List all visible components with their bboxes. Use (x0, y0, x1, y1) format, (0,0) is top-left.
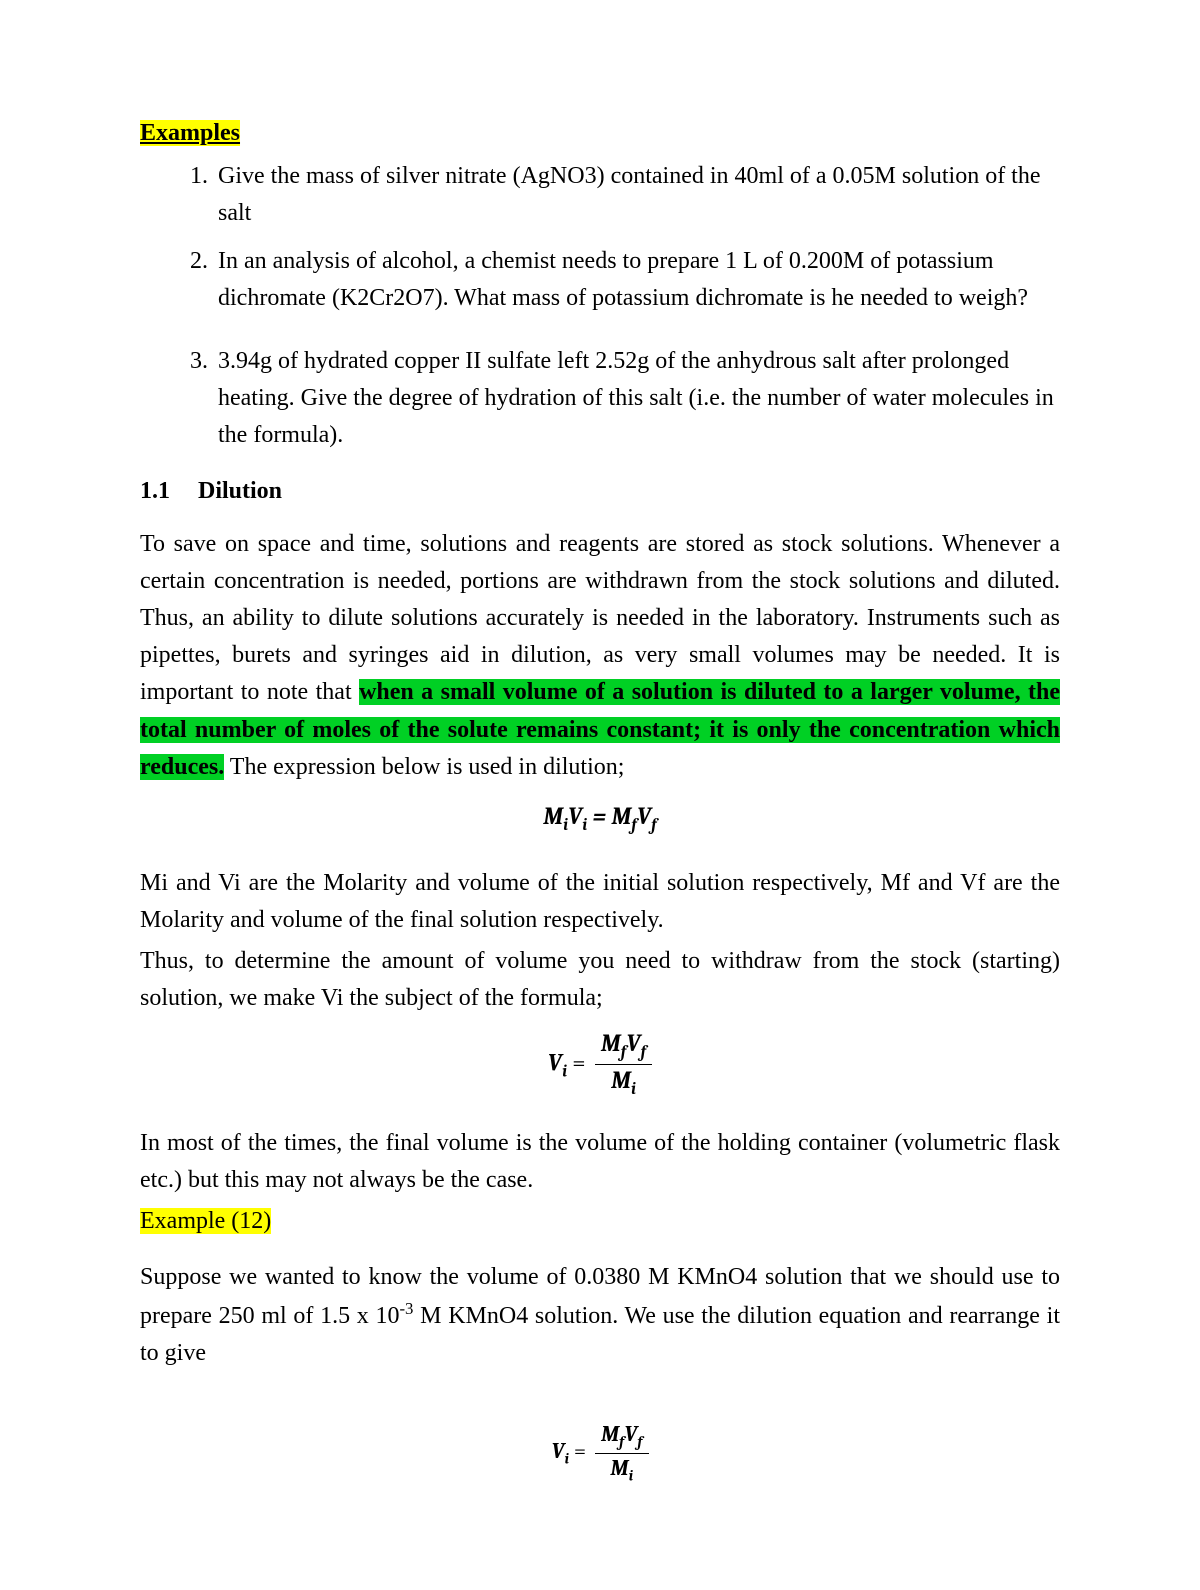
example-12-label: Example (12) (140, 1203, 1060, 1240)
dilution-paragraph: To save on space and time, solutions and… (140, 526, 1060, 786)
equation-vi: Vi = MfVf Mi (140, 1030, 1060, 1100)
equation-mivi: MiVi = MfVf (140, 798, 1060, 839)
list-item: 3.94g of hydrated copper II sulfate left… (214, 343, 1060, 455)
fraction: MfVf Mi (595, 1422, 649, 1484)
mivi-explanation: Mi and Vi are the Molarity and volume of… (140, 865, 1060, 939)
subject-paragraph: Thus, to determine the amount of volume … (140, 943, 1060, 1017)
example-12-label-text: Example (12) (140, 1208, 271, 1234)
dilution-post: The expression below is used in dilution… (224, 754, 624, 780)
list-item: Give the mass of silver nitrate (AgNO3) … (214, 158, 1060, 232)
equation-vi-repeat: Vi = MfVf Mi (140, 1422, 1060, 1484)
examples-heading-text: Examples (140, 120, 240, 146)
examples-heading: Examples (140, 115, 1060, 152)
example-12-text: Suppose we wanted to know the volume of … (140, 1259, 1060, 1373)
section-title: Dilution (198, 473, 282, 510)
section-heading: 1.1 Dilution (140, 473, 1060, 510)
container-paragraph: In most of the times, the final volume i… (140, 1125, 1060, 1199)
section-number: 1.1 (140, 473, 170, 510)
examples-list: Give the mass of silver nitrate (AgNO3) … (140, 158, 1060, 454)
document-page: Examples Give the mass of silver nitrate… (0, 0, 1200, 1590)
list-item: In an analysis of alcohol, a chemist nee… (214, 243, 1060, 317)
fraction: MfVf Mi (595, 1030, 652, 1100)
